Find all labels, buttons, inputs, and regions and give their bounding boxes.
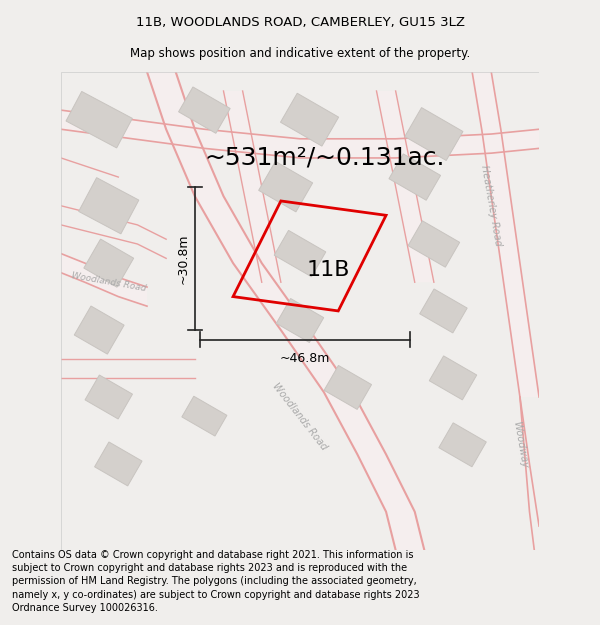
Text: Heatherley Road: Heatherley Road (479, 164, 503, 247)
Polygon shape (95, 442, 142, 486)
Text: Woodlands Road: Woodlands Road (71, 271, 147, 293)
Polygon shape (79, 177, 139, 234)
Text: ~30.8m: ~30.8m (177, 233, 190, 284)
Polygon shape (223, 91, 281, 282)
Text: ~531m²/~0.131ac.: ~531m²/~0.131ac. (205, 146, 445, 170)
Text: Contains OS data © Crown copyright and database right 2021. This information is
: Contains OS data © Crown copyright and d… (12, 550, 419, 612)
Polygon shape (85, 375, 133, 419)
Polygon shape (280, 93, 338, 146)
Polygon shape (66, 91, 133, 148)
Polygon shape (429, 356, 477, 400)
Polygon shape (182, 396, 227, 436)
Polygon shape (274, 231, 326, 277)
Text: ~46.8m: ~46.8m (280, 352, 330, 364)
Text: 11B, WOODLANDS ROAD, CAMBERLEY, GU15 3LZ: 11B, WOODLANDS ROAD, CAMBERLEY, GU15 3LZ (136, 16, 464, 29)
Polygon shape (324, 366, 371, 409)
Polygon shape (389, 154, 440, 200)
Text: Woodlands Road: Woodlands Road (271, 381, 329, 452)
Polygon shape (420, 289, 467, 333)
Text: Woodway: Woodway (511, 421, 529, 469)
Polygon shape (276, 299, 324, 343)
Text: Map shows position and indicative extent of the property.: Map shows position and indicative extent… (130, 47, 470, 60)
Polygon shape (405, 107, 463, 161)
Polygon shape (74, 306, 124, 354)
Polygon shape (84, 239, 134, 287)
Polygon shape (439, 423, 486, 467)
Polygon shape (61, 254, 147, 306)
Polygon shape (61, 110, 539, 158)
Polygon shape (377, 91, 434, 282)
Polygon shape (408, 221, 460, 267)
Polygon shape (259, 161, 313, 212)
Text: 11B: 11B (307, 260, 350, 280)
Polygon shape (147, 72, 424, 550)
Polygon shape (179, 87, 230, 133)
Polygon shape (472, 72, 539, 397)
